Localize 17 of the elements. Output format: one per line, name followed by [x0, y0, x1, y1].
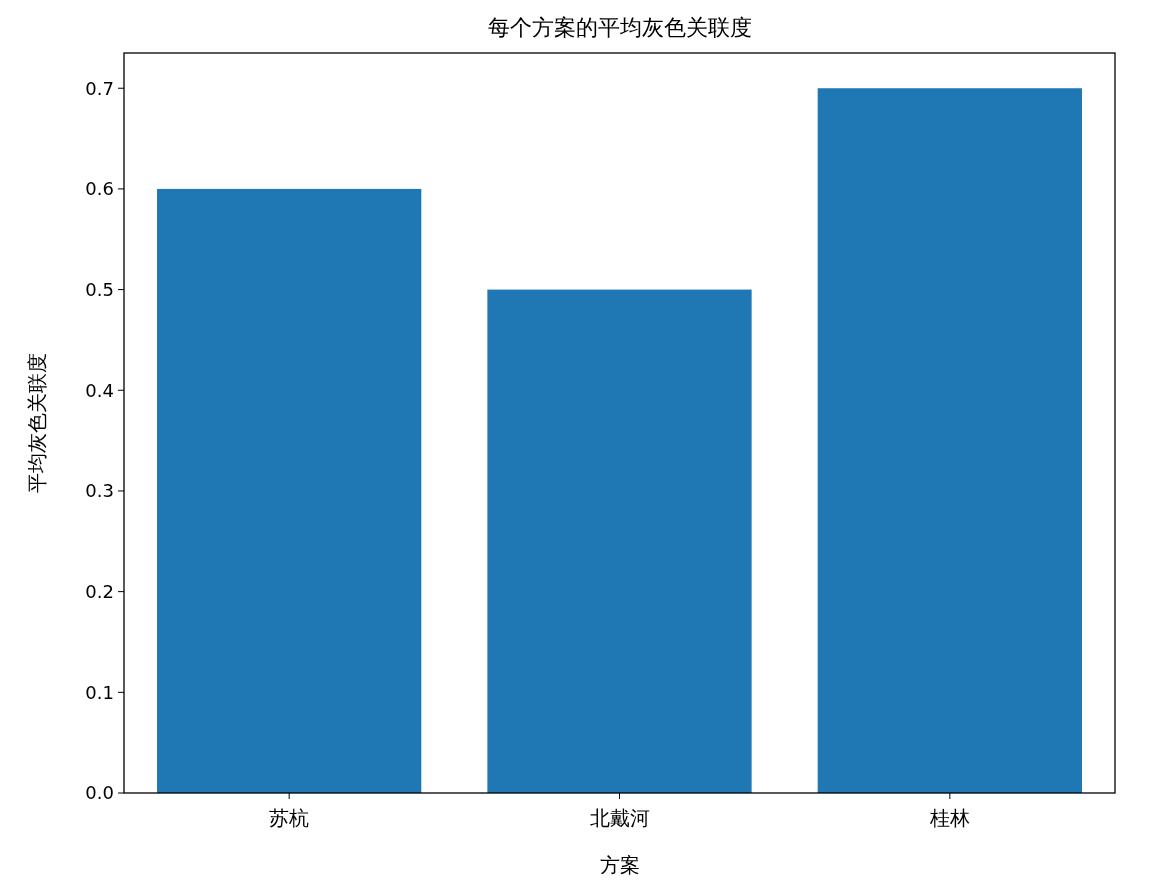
x-tick-label: 桂林: [928, 806, 970, 830]
x-tick-label: 苏杭: [269, 806, 310, 830]
y-tick-label: 0.4: [85, 379, 114, 401]
y-tick-label: 0.2: [85, 580, 114, 602]
y-tick-label: 0.0: [85, 782, 114, 804]
x-tick-label: 北戴河: [589, 806, 650, 830]
y-tick-label: 0.3: [85, 480, 114, 502]
x-axis-title: 方案: [599, 853, 640, 877]
y-tick-label: 0.1: [85, 681, 114, 703]
bar: [817, 88, 1082, 793]
bar: [487, 289, 752, 793]
y-tick-label: 0.5: [85, 278, 114, 300]
y-tick-label: 0.6: [85, 178, 114, 200]
y-axis-title: 平均灰色关联度: [25, 353, 49, 493]
chart-title: 每个方案的平均灰色关联度: [487, 15, 752, 40]
y-tick-label: 0.7: [85, 77, 114, 99]
bar: [157, 188, 422, 793]
